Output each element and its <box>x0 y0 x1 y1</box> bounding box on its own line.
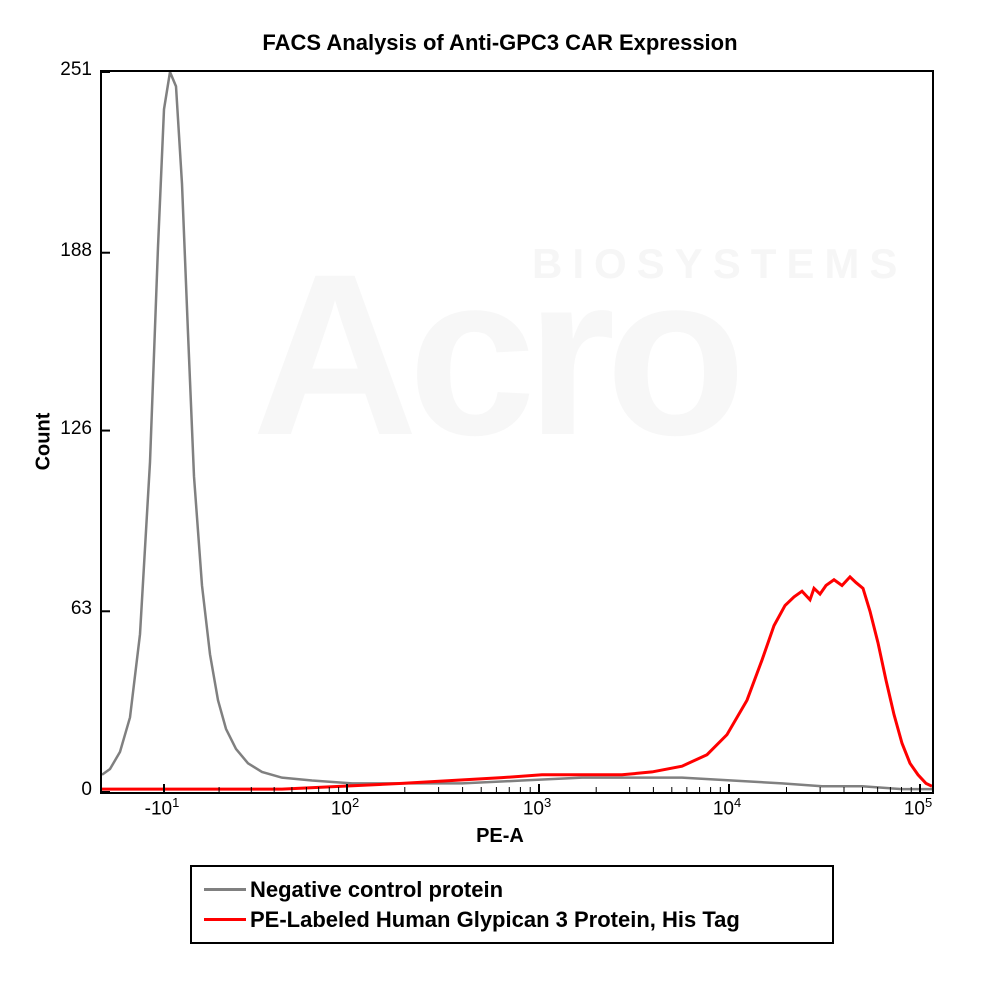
legend-swatch <box>204 918 246 921</box>
x-tick-label: 102 <box>331 795 359 820</box>
y-axis-label: Count <box>32 413 55 471</box>
y-tick-label: 126 <box>60 418 92 440</box>
legend-label: PE-Labeled Human Glypican 3 Protein, His… <box>250 905 740 935</box>
x-axis-label: PE-A <box>0 825 1000 848</box>
facs-histogram-chart: FACS Analysis of Anti-GPC3 CAR Expressio… <box>0 0 1000 1000</box>
y-tick-label: 0 <box>81 779 92 801</box>
series-line <box>102 577 932 789</box>
legend-item: Negative control protein <box>204 875 820 905</box>
chart-title: FACS Analysis of Anti-GPC3 CAR Expressio… <box>0 30 1000 56</box>
legend-item: PE-Labeled Human Glypican 3 Protein, His… <box>204 905 820 935</box>
histogram-svg <box>102 72 932 792</box>
x-tick-label: 104 <box>713 795 741 820</box>
legend-swatch <box>204 888 246 891</box>
series-line <box>102 72 932 789</box>
x-tick-label: -101 <box>145 795 180 820</box>
legend-label: Negative control protein <box>250 875 503 905</box>
plot-area: Acro BIOSYSTEMS <box>100 70 934 794</box>
x-tick-label: 105 <box>904 795 932 820</box>
x-tick-label: 103 <box>523 795 551 820</box>
legend: Negative control proteinPE-Labeled Human… <box>190 865 834 944</box>
y-tick-label: 251 <box>60 59 92 81</box>
y-tick-label: 188 <box>60 240 92 262</box>
y-tick-label: 63 <box>71 598 92 620</box>
